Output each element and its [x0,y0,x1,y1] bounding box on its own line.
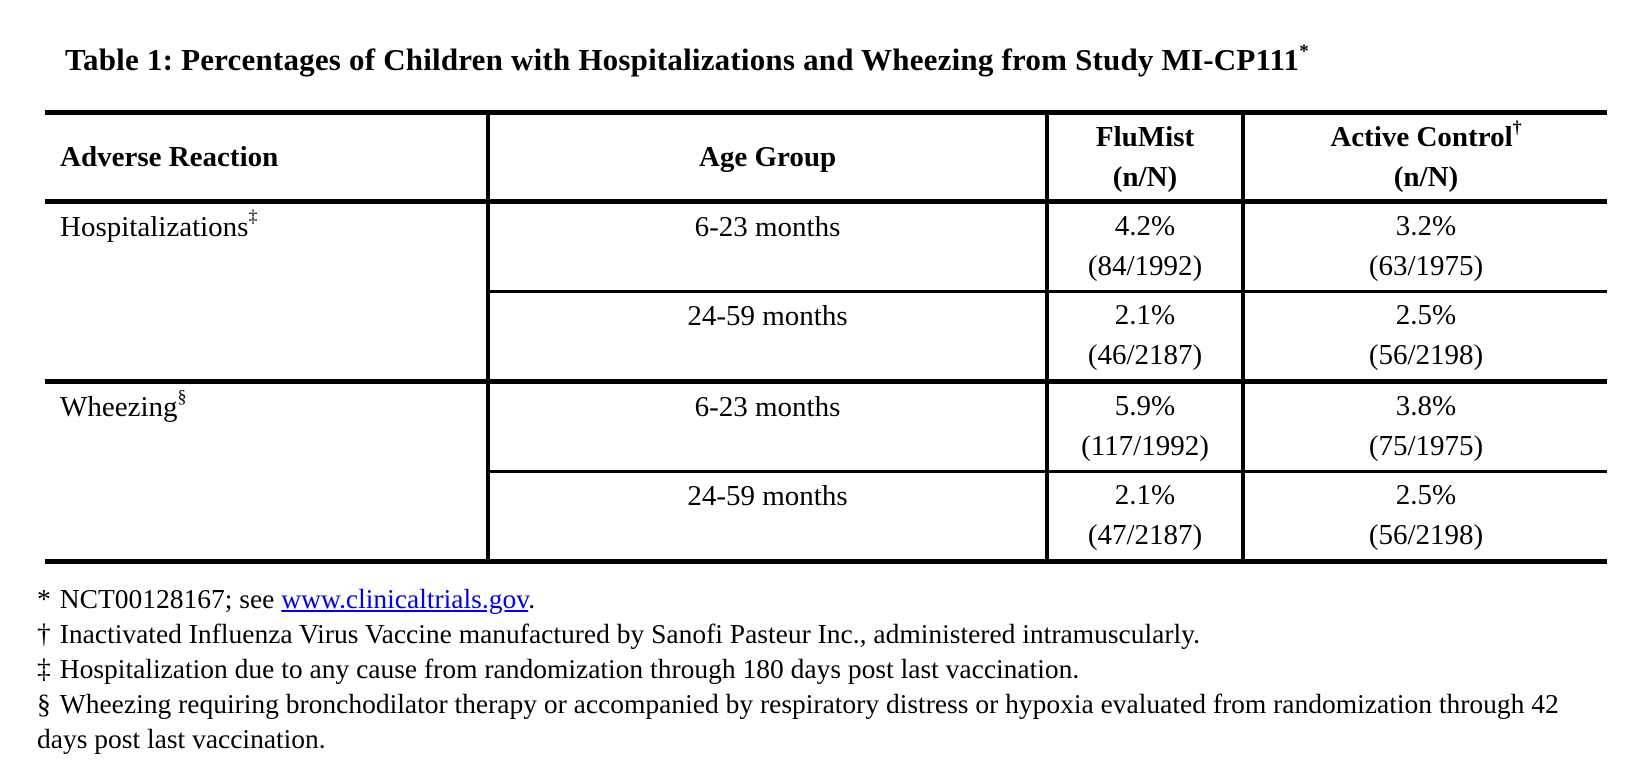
column-header-flumist: FluMist (n/N) [1045,112,1243,204]
footnote-marker: § [37,688,51,719]
column-header-adverse-reaction: Adverse Reaction [45,112,488,204]
flumist-percent: 5.9% [1114,390,1176,422]
control-fraction: (75/1975) [1368,430,1484,462]
control-fraction: (56/2198) [1368,339,1484,371]
cell-age-group: 6-23 months [486,379,1047,473]
cell-flumist-value: 2.1% (47/2187) [1045,471,1243,562]
footnote-marker: ‡ [37,653,51,684]
flumist-fraction: (84/1992) [1087,250,1203,282]
cell-flumist-value: 5.9% (117/1992) [1045,379,1243,473]
footnote-marker: * [37,583,51,614]
footnote-marker: † [37,618,51,649]
table-row: 24-59 months 2.1% (46/2187) 2.5% (56/219… [45,291,1607,382]
flumist-header-name: FluMist [1095,121,1195,153]
footnote-text: Wheezing requiring bronchodilator therap… [37,688,1559,754]
control-fraction: (56/2198) [1368,519,1484,551]
flumist-percent: 4.2% [1114,210,1176,242]
cell-active-control-value: 2.5% (56/2198) [1241,471,1607,562]
control-fraction: (63/1975) [1368,250,1484,282]
footnote-text: Inactivated Influenza Virus Vaccine manu… [59,618,1200,649]
cell-age-group: 24-59 months [486,471,1047,562]
footnote-text: Hospitalization due to any cause from ra… [59,653,1080,684]
cell-flumist-value: 2.1% (46/2187) [1045,291,1243,382]
control-percent: 3.8% [1395,390,1457,422]
cell-active-control-value: 3.8% (75/1975) [1241,379,1607,473]
table-row: Wheezing§ 6-23 months 5.9% (117/1992) 3.… [45,379,1607,562]
table-row: 24-59 months 2.1% (47/2187) 2.5% (56/219… [45,471,1607,562]
adverse-reactions-table: Adverse Reaction Age Group FluMist (n/N)… [45,110,1607,564]
clinicaltrials-link[interactable]: www.clinicaltrials.gov [281,583,529,614]
title-asterisk-superscript: * [1299,40,1309,62]
footnote-double-dagger: ‡ Hospitalization due to any cause from r… [37,651,1597,686]
flumist-fraction: (46/2187) [1087,339,1203,371]
cell-active-control-value: 2.5% (56/2198) [1241,291,1607,382]
table-title-text: Table 1: Percentages of Children with Ho… [65,42,1300,77]
active-control-header-name: Active Control† [1330,117,1522,153]
section-mark-superscript: § [177,386,187,407]
control-percent: 3.2% [1395,210,1457,242]
flumist-fraction: (117/1992) [1081,430,1209,462]
cell-age-group: 24-59 months [486,291,1047,382]
footnote-text: . [528,583,536,614]
cell-adverse-reaction-hospitalizations: Hospitalizations‡ [60,206,258,243]
flumist-fraction: (47/2187) [1087,519,1203,551]
control-percent: 2.5% [1395,299,1457,331]
dagger-superscript: † [1512,117,1522,138]
column-header-active-control: Active Control† (n/N) [1241,112,1607,204]
double-dagger-superscript: ‡ [248,206,258,227]
active-control-header-units: (n/N) [1393,161,1459,193]
footnote-asterisk: * NCT00128167; see www.clinicaltrials.gov… [37,581,1597,616]
footnotes-block: * NCT00128167; see www.clinicaltrials.gov… [37,581,1597,756]
cell-age-group: 6-23 months [486,201,1047,293]
footnote-text: NCT00128167; see [59,583,275,614]
table-row: Hospitalizations‡ 6-23 months 4.2% (84/1… [45,201,1607,293]
footnote-section-mark: § Wheezing requiring bronchodilator thera… [37,686,1597,756]
header-row: Adverse Reaction Age Group FluMist (n/N)… [45,112,1607,204]
flumist-header-units: (n/N) [1112,161,1178,193]
cell-active-control-value: 3.2% (63/1975) [1241,201,1607,293]
cell-flumist-value: 4.2% (84/1992) [1045,201,1243,293]
flumist-percent: 2.1% [1114,299,1176,331]
footnote-dagger: † Inactivated Influenza Virus Vaccine man… [37,616,1597,651]
cell-adverse-reaction-wheezing: Wheezing§ [45,379,488,562]
table-title: Table 1: Percentages of Children with Ho… [65,42,1630,78]
control-percent: 2.5% [1395,479,1457,511]
flumist-percent: 2.1% [1114,479,1176,511]
column-header-age-group: Age Group [486,112,1047,204]
